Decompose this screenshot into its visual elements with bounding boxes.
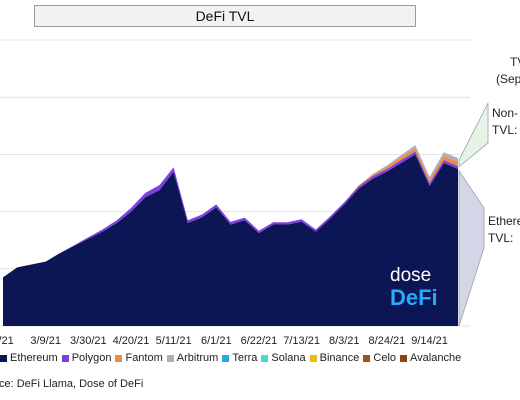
legend-swatch [115,354,123,362]
x-tick-label: 7/13/21 [283,335,320,347]
legend-swatch [222,354,230,362]
legend-label: Fantom [125,352,163,364]
logo-text-dose: dose [390,265,432,286]
x-tick-label: 3/9/21 [30,335,61,347]
legend-item-binance: Binance [309,352,360,364]
area-ethereum [3,154,458,326]
callout-non-ethereum: Non- TVL: [492,105,518,139]
x-axis-ticks: 6/21 3/9/21 3/30/21 4/20/21 5/11/21 6/1/21 6/2… [0,335,448,347]
x-tick-label: 6/21 [0,335,14,347]
legend-swatch [261,354,269,362]
stacked-areas [3,145,458,326]
x-tick-label: 5/11/21 [156,335,192,347]
legend-item-fantom: Fantom [115,352,163,364]
legend-label: Polygon [71,352,112,364]
x-tick-label: 8/24/21 [369,335,406,347]
callout-non-ethereum-line2: TVL: [492,123,518,137]
callout-ethereum: Ethere TVL: [488,213,520,247]
legend: Ethereum Polygon Fantom Arbitrum Terra Solana… [0,352,465,364]
x-tick-label: 6/22/21 [241,335,278,347]
legend-swatch [309,354,317,362]
callout-non-ethereum-line1: Non- [492,106,519,120]
legend-item-avalanche: Avalanche [400,352,461,364]
legend-item-arbitrum: Arbitrum [166,352,219,364]
x-tick-label: 3/30/21 [70,335,107,347]
legend-label: Avalanche [410,352,462,364]
callout-ethereum-line2: TVL: [488,231,514,245]
legend-label: Terra [232,352,258,364]
legend-label: Binance [319,352,360,364]
dose-defi-logo: dose DeFi [390,265,450,313]
callout-tvl: TV (Sep [496,54,520,88]
source-note: ce: DeFi Llama, Dose of DeFi [0,378,144,390]
legend-label: Ethereum [10,352,58,364]
logo-text-defi: DeFi [390,285,438,310]
legend-label: Celo [373,352,397,364]
legend-item-ethereum: Ethereum [0,352,58,364]
legend-swatch [61,354,69,362]
x-tick-label: 4/20/21 [113,335,150,347]
legend-label: Solana [271,352,306,364]
callout-shapes [458,102,489,327]
legend-item-polygon: Polygon [61,352,112,364]
callout-non-ethereum-connector [458,102,489,168]
callout-tvl-line1: TV [510,55,520,69]
x-tick-label: 6/1/21 [201,335,232,347]
legend-label: Arbitrum [176,352,219,364]
x-tick-label: 8/3/21 [329,335,360,347]
callout-tvl-line2: (Sep [496,72,520,86]
legend-item-celo: Celo [363,352,396,364]
legend-item-terra: Terra [222,352,257,364]
legend-swatch [400,354,408,362]
x-tick-label: 9/14/21 [411,335,448,347]
legend-swatch [0,354,7,362]
callout-ethereum-connector [458,169,485,327]
legend-swatch [166,354,174,362]
legend-item-solana: Solana [261,352,306,364]
chart-title: DeFi TVL [34,5,416,27]
legend-swatch [363,354,371,362]
callout-ethereum-line1: Ethere [488,214,520,228]
